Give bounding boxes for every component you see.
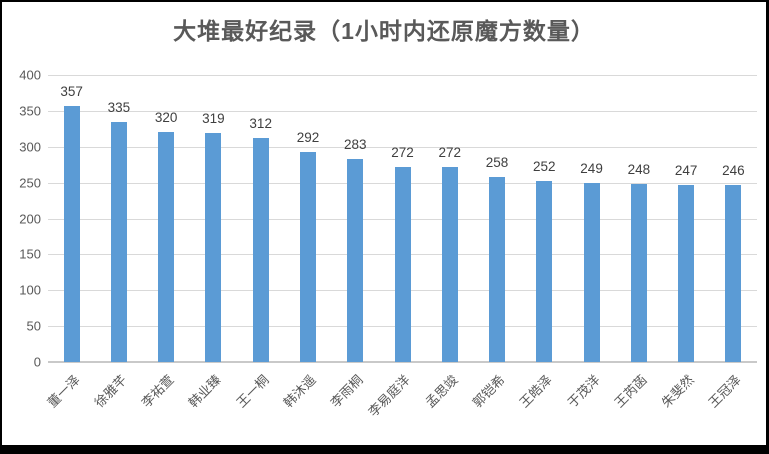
bar-王一桐: [252, 138, 269, 362]
y-tick-label: 350: [19, 103, 41, 119]
bar-孟思竣: [441, 166, 458, 362]
x-tick-label: 王一桐: [233, 372, 272, 411]
x-tick-label: 李易庭洋: [365, 372, 414, 420]
value-label: 335: [107, 99, 131, 115]
value-label: 283: [343, 136, 367, 152]
y-tick-label: 100: [19, 282, 41, 298]
x-tick-label: 朱斐然: [658, 372, 697, 411]
y-tick-label: 250: [19, 175, 41, 191]
value-label: 258: [485, 154, 509, 170]
value-label: 272: [438, 144, 462, 160]
value-label: 292: [296, 130, 320, 146]
bar-郭铠希: [489, 176, 506, 362]
bar-王芮菡: [630, 184, 647, 362]
value-label: 246: [722, 163, 745, 179]
x-tick-label: 董一泽: [44, 372, 83, 411]
value-label: 272: [391, 144, 414, 160]
bar-李雨桐: [347, 158, 364, 362]
gridline: [48, 75, 757, 76]
gridline: [48, 146, 757, 148]
y-tick-label: 200: [19, 211, 41, 226]
bar-韩业臻: [205, 133, 222, 362]
x-tick-label: 徐雅芊: [91, 372, 130, 411]
bar-董一泽: [63, 105, 80, 362]
bar-王皓泽: [536, 181, 553, 362]
y-tick-label: 400: [19, 67, 41, 83]
y-tick-label: 150: [19, 246, 41, 262]
chart-title: 大堆最好纪录（1小时内还原魔方数量）: [173, 18, 595, 44]
x-tick-label: 李祐萱: [138, 372, 177, 411]
x-tick-label: 郭铠希: [469, 372, 508, 411]
bar-李易庭洋: [394, 166, 411, 362]
bar-朱斐然: [678, 184, 695, 362]
x-tick-label: 孟思竣: [422, 372, 461, 411]
x-tick-label: 李雨桐: [327, 372, 366, 411]
value-label: 252: [533, 159, 556, 175]
y-tick-label: 300: [19, 139, 41, 155]
value-label: 249: [580, 161, 603, 177]
x-tick-label: 王冠泽: [705, 372, 745, 411]
value-label: 312: [249, 116, 272, 132]
bar-于茂洋: [583, 183, 600, 362]
value-label: 247: [674, 162, 698, 178]
bar-李祐萱: [158, 132, 175, 362]
bar-王冠泽: [725, 185, 742, 362]
value-label: 248: [627, 162, 651, 178]
gridline: [48, 110, 757, 112]
y-tick-label: 0: [33, 354, 41, 370]
x-tick-label: 韩业臻: [185, 372, 225, 411]
plot-area: 0 50 100 150 200 250 300 350 400 357 董一泽 335 徐雅芊 320 李…: [19, 68, 757, 420]
bar-徐雅芊: [110, 121, 127, 362]
bar-韩沐遥: [299, 152, 316, 362]
x-axis-line: [48, 361, 757, 363]
x-tick-label: 王皓泽: [516, 372, 556, 411]
x-tick-label: 于茂洋: [564, 372, 603, 411]
value-label: 320: [154, 110, 178, 126]
value-label: 357: [60, 83, 83, 99]
x-tick-label: 韩沐遥: [280, 372, 319, 411]
value-label: 319: [202, 111, 225, 127]
x-tick-label: 王芮菡: [611, 372, 650, 411]
y-tick-label: 50: [26, 318, 41, 334]
